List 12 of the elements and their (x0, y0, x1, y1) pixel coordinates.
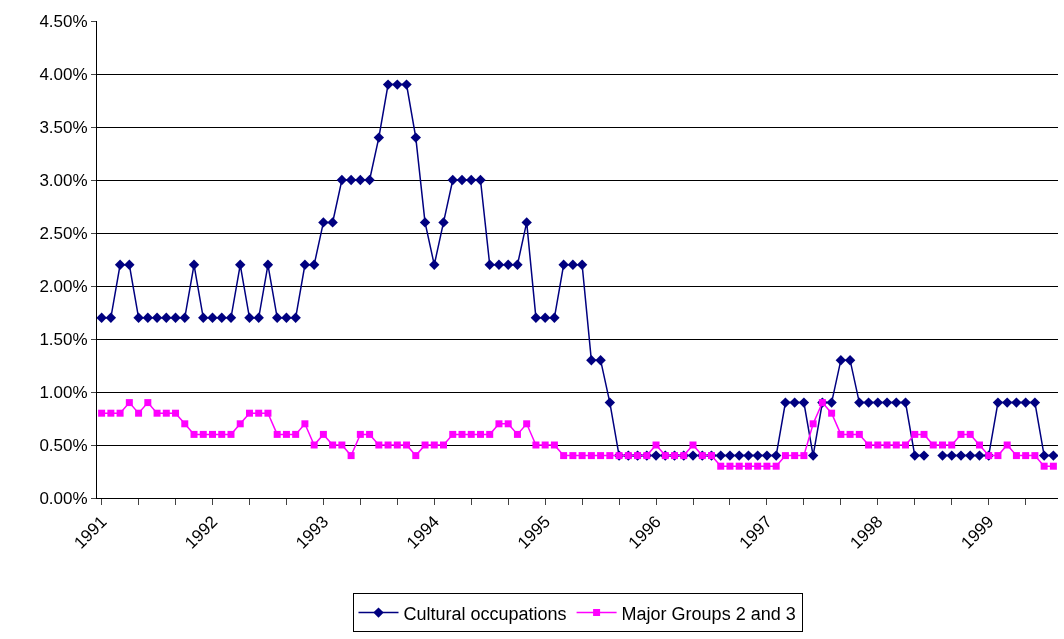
y-tick-label: 1.50% (39, 329, 88, 349)
y-tick-label: 3.50% (39, 117, 88, 137)
y-tick-label: 4.50% (39, 11, 88, 31)
y-tick-label: 2.00% (39, 276, 88, 296)
y-tick-label: 1.00% (39, 382, 88, 402)
y-tick-label: 2.50% (39, 223, 88, 243)
y-tick-label: 4.00% (39, 64, 88, 84)
y-tick-label: 3.00% (39, 170, 88, 190)
y-tick-label: 0.00% (39, 488, 88, 508)
legend-label: Major Groups 2 and 3 (621, 603, 796, 624)
legend-label: Cultural occupations (403, 603, 567, 624)
y-tick-label: 0.50% (39, 435, 88, 455)
